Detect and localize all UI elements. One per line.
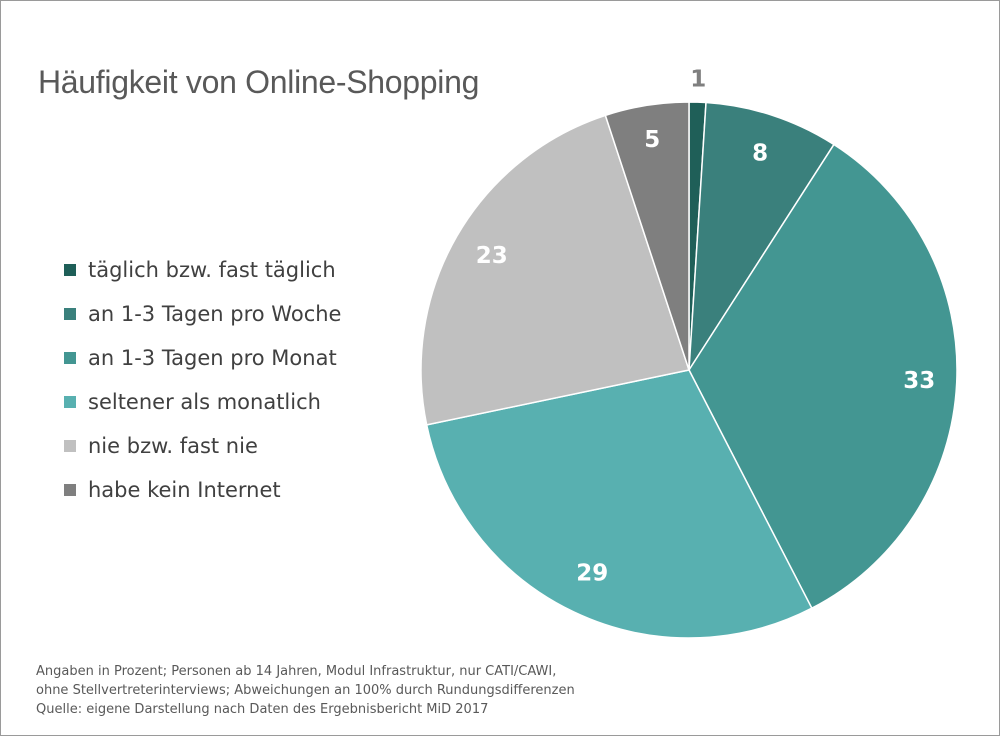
footnote-line: ohne Stellvertreterinterviews; Abweichun… xyxy=(36,683,575,698)
chart-legend: täglich bzw. fast täglich an 1-3 Tagen p… xyxy=(64,248,341,512)
slice-data-label: 1 xyxy=(690,66,706,92)
legend-swatch xyxy=(64,440,76,452)
footnote-line: Angaben in Prozent; Personen ab 14 Jahre… xyxy=(36,664,557,679)
legend-swatch xyxy=(64,396,76,408)
footnote: Angaben in Prozent; Personen ab 14 Jahre… xyxy=(36,662,575,719)
legend-item: nie bzw. fast nie xyxy=(64,424,341,468)
slice-data-label: 33 xyxy=(903,368,935,394)
legend-swatch xyxy=(64,484,76,496)
slice-data-label: 5 xyxy=(644,127,660,153)
legend-label: habe kein Internet xyxy=(88,478,281,502)
legend-item: habe kein Internet xyxy=(64,468,341,512)
legend-item: seltener als monatlich xyxy=(64,380,341,424)
legend-item: an 1-3 Tagen pro Woche xyxy=(64,292,341,336)
pie-slice xyxy=(420,114,690,426)
legend-label: täglich bzw. fast täglich xyxy=(88,258,336,282)
legend-label: an 1-3 Tagen pro Monat xyxy=(88,346,337,370)
pie-slice xyxy=(425,369,813,639)
footnote-line: Quelle: eigene Darstellung nach Daten de… xyxy=(36,702,489,717)
pie-slice xyxy=(688,143,958,610)
legend-swatch xyxy=(64,308,76,320)
slice-data-label: 23 xyxy=(476,243,508,269)
legend-label: an 1-3 Tagen pro Woche xyxy=(88,302,342,326)
pie-slice xyxy=(604,101,690,371)
legend-item: täglich bzw. fast täglich xyxy=(64,248,341,292)
legend-label: seltener als monatlich xyxy=(88,390,321,414)
legend-item: an 1-3 Tagen pro Monat xyxy=(64,336,341,380)
chart-title: Häufigkeit von Online-Shopping xyxy=(38,64,480,100)
pie-slice xyxy=(688,101,835,373)
legend-swatch xyxy=(64,264,76,276)
slice-data-label: 29 xyxy=(576,560,608,586)
slice-data-label: 8 xyxy=(752,141,768,167)
legend-label: nie bzw. fast nie xyxy=(88,434,258,458)
legend-swatch xyxy=(64,352,76,364)
